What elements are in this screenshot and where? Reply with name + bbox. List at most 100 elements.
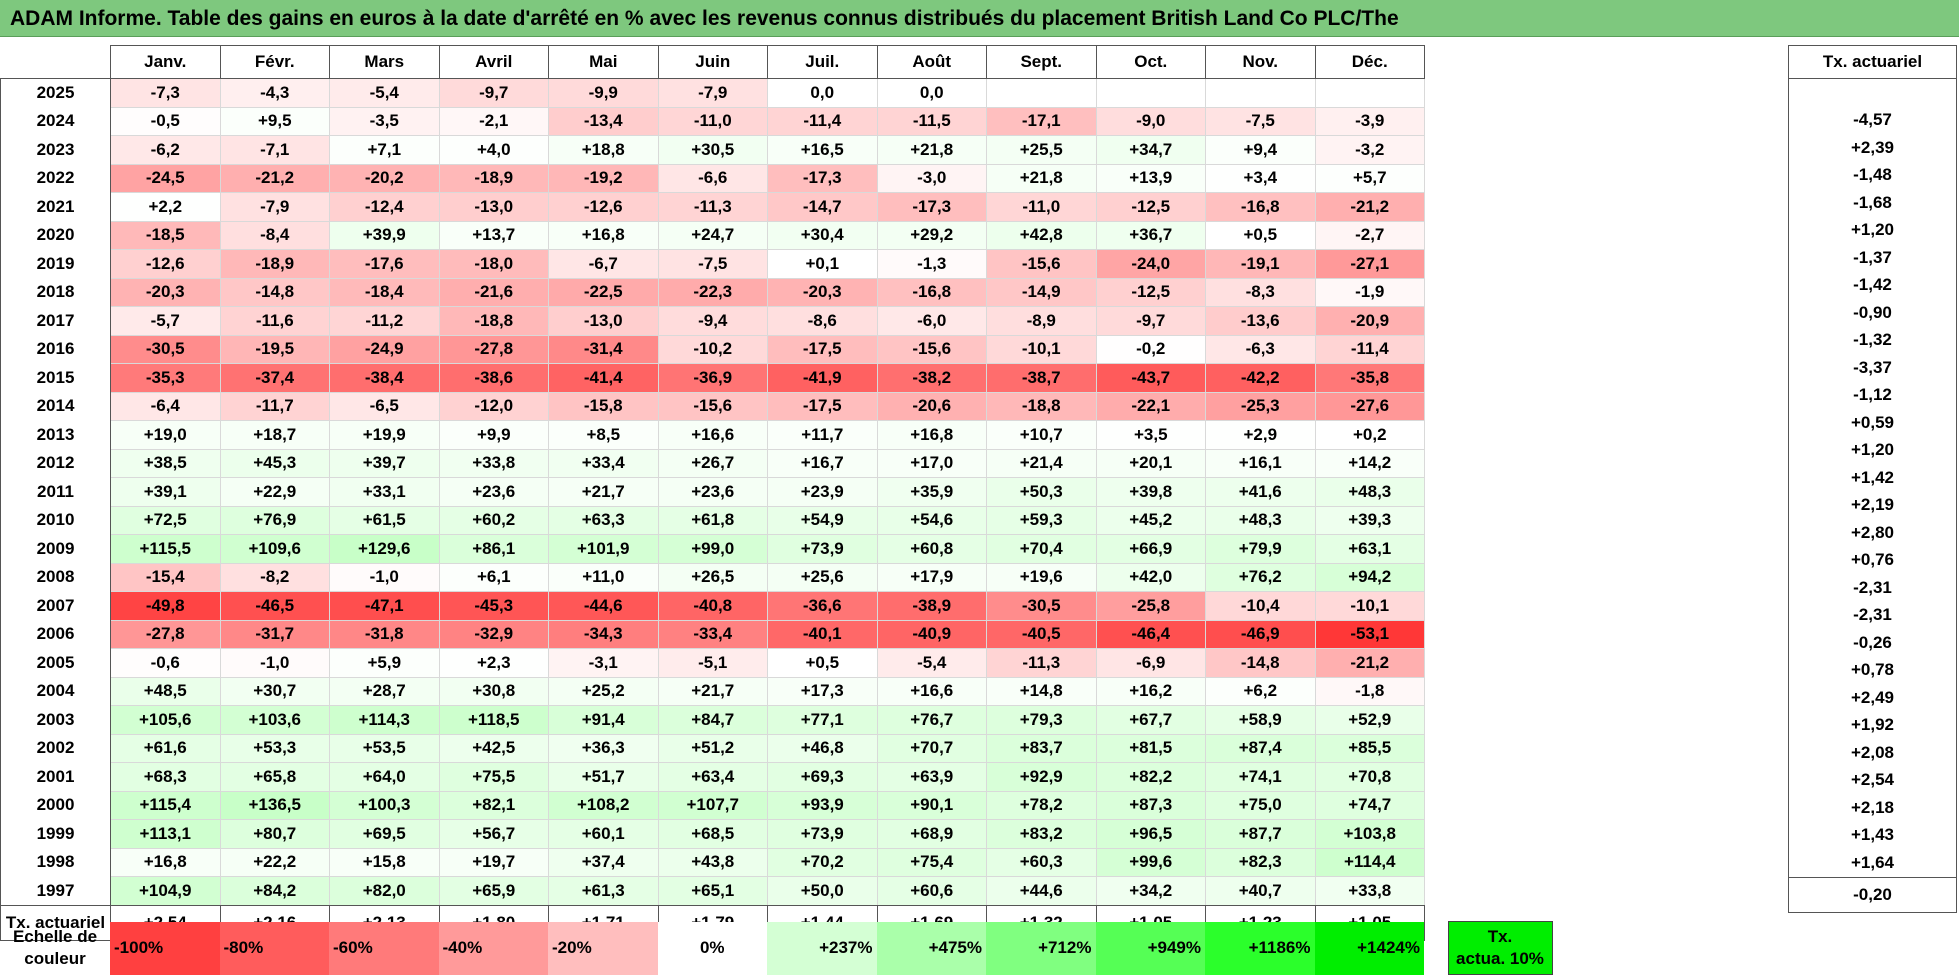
gain-cell: -12,5 [1095, 192, 1206, 222]
gain-cell: -18,0 [438, 249, 549, 279]
actuarial-rate-row: -2,31 [1788, 574, 1957, 602]
gain-cell: +7,1 [329, 135, 440, 165]
gain-cell: -20,3 [110, 277, 221, 307]
gain-cell: -21,2 [1314, 192, 1425, 222]
gain-cell: +99,6 [1095, 847, 1206, 877]
gain-cell: -12,4 [329, 192, 440, 222]
gain-cell: -2,7 [1314, 220, 1425, 250]
actuarial-rate-row: -0,26 [1788, 629, 1957, 657]
gain-cell: +48,3 [1205, 505, 1316, 535]
month-header-7: Juil. [767, 45, 878, 79]
gain-cell: +73,9 [767, 534, 878, 564]
color-scale-swatch: 0% [657, 921, 767, 975]
gain-cell: -15,6 [876, 334, 987, 364]
gain-cell: +19,7 [438, 847, 549, 877]
actuarial-rate-cell: -1,48 [1788, 161, 1957, 189]
gain-cell: +92,9 [986, 762, 1097, 792]
actuarial-rate-row: -4,57 [1788, 106, 1957, 134]
year-label: 2021 [0, 192, 111, 221]
gain-cell: -8,3 [1205, 277, 1316, 307]
gain-cell: -30,5 [986, 591, 1097, 621]
gain-cell: +48,5 [110, 676, 221, 706]
gain-cell: -15,8 [548, 391, 659, 421]
color-scale-label: Echelle de couleur [0, 922, 110, 975]
gain-cell: -15,4 [110, 562, 221, 592]
gain-cell: -38,6 [438, 363, 549, 393]
gain-cell: +68,9 [876, 819, 987, 849]
gain-cell: +82,1 [438, 790, 549, 820]
gain-cell: -7,5 [1205, 106, 1316, 136]
gain-cell: +84,2 [219, 876, 330, 906]
gain-cell: +5,9 [329, 648, 440, 678]
gain-cell: -18,9 [219, 249, 330, 279]
gain-cell: +22,9 [219, 477, 330, 507]
gain-cell: +45,2 [1095, 505, 1206, 535]
gain-cell: +26,5 [657, 562, 768, 592]
year-label: 2006 [0, 620, 111, 649]
actuarial-10-line1: Tx. [1487, 927, 1513, 946]
gain-cell: +25,5 [986, 135, 1097, 165]
gain-cell: +30,8 [438, 676, 549, 706]
gain-cell: +60,3 [986, 847, 1097, 877]
gain-cell: +42,8 [986, 220, 1097, 250]
gain-cell: +5,7 [1314, 163, 1425, 193]
gain-cell: +25,2 [548, 676, 659, 706]
month-header-2: Févr. [219, 45, 330, 79]
gain-cell: -3,9 [1314, 106, 1425, 136]
actuarial-rate-row: +1,20 [1788, 216, 1957, 244]
gain-cell: -36,6 [767, 591, 878, 621]
gain-cell: -6,3 [1205, 334, 1316, 364]
actuarial-rate-row [1788, 78, 1957, 107]
gain-cell: -7,1 [219, 135, 330, 165]
gain-cell: +101,9 [548, 534, 659, 564]
year-label: 2011 [0, 477, 111, 506]
actuarial-rate-cell: -1,68 [1788, 189, 1957, 217]
month-header-6: Juin [657, 45, 768, 79]
gain-cell: -22,5 [548, 277, 659, 307]
gain-cell: +63,1 [1314, 534, 1425, 564]
gain-cell: -7,9 [219, 192, 330, 222]
actuarial-rate-cell: -1,12 [1788, 381, 1957, 409]
gain-cell: -6,0 [876, 306, 987, 336]
gain-cell: +93,9 [767, 790, 878, 820]
gain-cell: -25,3 [1205, 391, 1316, 421]
gain-cell: -14,8 [219, 277, 330, 307]
gain-cell: 0,0 [767, 78, 878, 108]
table-row: 2007 -49,8 -46,5 -47,1 -45,3 -44,6 -40,8 -36,6-… [0, 591, 1425, 621]
gain-cell: +104,9 [110, 876, 221, 906]
gain-cell: -6,4 [110, 391, 221, 421]
gain-cell: +86,1 [438, 534, 549, 564]
gain-cell: +33,4 [548, 448, 659, 478]
gain-cell: -19,2 [548, 163, 659, 193]
gain-cell: +60,1 [548, 819, 659, 849]
color-scale-swatch: +475% [876, 921, 986, 975]
gain-cell: -11,5 [876, 106, 987, 136]
gain-cell: -42,2 [1205, 363, 1316, 393]
gain-cell: -37,4 [219, 363, 330, 393]
gain-cell: -8,2 [219, 562, 330, 592]
actuarial-10-line2: actua. 10% [1456, 949, 1544, 968]
gain-cell: +39,9 [329, 220, 440, 250]
gain-cell: +60,6 [876, 876, 987, 906]
gain-cell: 0,0 [876, 78, 987, 108]
gain-cell: -46,5 [219, 591, 330, 621]
gain-cell: +114,3 [329, 705, 440, 735]
year-label: 2003 [0, 705, 111, 734]
gain-cell: -35,8 [1314, 363, 1425, 393]
color-scale-swatch: -60% [329, 921, 439, 975]
gain-cell: -11,3 [657, 192, 768, 222]
table-row: 2003 +105,6 +103,6 +114,3 +118,5 +91,4 +84,7 +7… [0, 705, 1425, 735]
legend-gap [1424, 922, 1448, 975]
gain-cell: -16,8 [1205, 192, 1316, 222]
actuarial-rate-cell [1788, 78, 1957, 107]
gain-cell: +76,7 [876, 705, 987, 735]
year-label: 2000 [0, 791, 111, 820]
gain-cell: -49,8 [110, 591, 221, 621]
actuarial-rate-cell: -4,57 [1788, 106, 1957, 134]
gain-cell: +16,1 [1205, 448, 1316, 478]
gain-cell [1314, 78, 1425, 108]
year-label: 1997 [0, 876, 111, 906]
gain-cell: +87,3 [1095, 790, 1206, 820]
gain-cell: +75,4 [876, 847, 987, 877]
table-row: 2004 +48,5 +30,7 +28,7 +30,8 +25,2 +21,7 +17,3 +… [0, 676, 1425, 706]
